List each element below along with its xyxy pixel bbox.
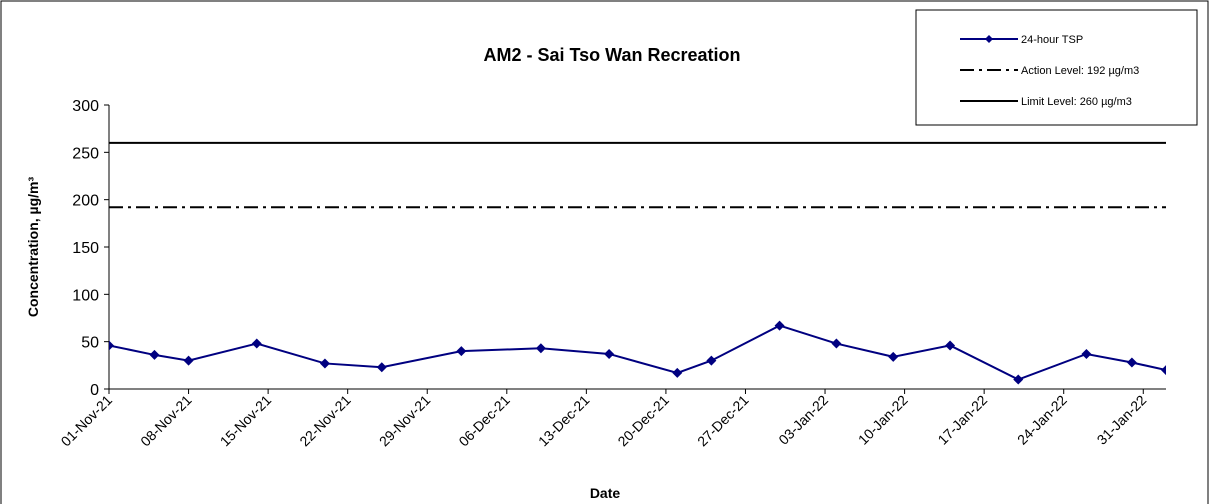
data-point: [1013, 374, 1024, 385]
x-tick-label: 06-Dec-21: [455, 392, 513, 450]
x-tick-label: 27-Dec-21: [694, 392, 752, 450]
data-point: [774, 320, 785, 331]
data-point: [1161, 365, 1166, 376]
y-tick-label: 200: [72, 193, 99, 210]
y-tick-label: 300: [72, 98, 99, 115]
series-line: [109, 324, 1166, 381]
legend-marker: [985, 35, 993, 43]
y-axis-label: Concentration, µg/m³: [25, 177, 41, 318]
y-tick-label: 0: [90, 382, 99, 399]
data-point: [376, 362, 387, 373]
x-tick-label: 22-Nov-21: [296, 392, 354, 450]
data-point: [672, 367, 683, 378]
x-tick-label: 24-Jan-22: [1014, 392, 1070, 448]
data-point: [319, 358, 330, 369]
data-point: [888, 351, 899, 362]
data-point: [149, 349, 160, 360]
x-tick-label: 15-Nov-21: [217, 392, 275, 450]
data-point: [831, 338, 842, 349]
y-tick-label: 250: [72, 145, 99, 162]
x-tick-label: 29-Nov-21: [376, 392, 434, 450]
x-tick-label: 31-Jan-22: [1093, 392, 1149, 448]
x-tick-label: 03-Jan-22: [775, 392, 831, 448]
x-tick-label: 20-Dec-21: [614, 392, 672, 450]
x-tick-label: 17-Jan-22: [934, 392, 990, 448]
y-tick-label: 100: [72, 287, 99, 304]
x-axis-label: Date: [590, 485, 621, 501]
legend-label: Action Level: 192 µg/m3: [1021, 65, 1139, 77]
x-tick-label: 10-Jan-22: [855, 392, 911, 448]
x-tick-label: 01-Nov-21: [58, 392, 116, 450]
data-point: [1126, 357, 1137, 368]
data-point: [535, 343, 546, 354]
x-tick-label: 13-Dec-21: [535, 392, 593, 450]
data-point: [945, 340, 956, 351]
chart-title: AM2 - Sai Tso Wan Recreation: [483, 45, 740, 65]
data-point: [109, 340, 114, 351]
y-tick-label: 150: [72, 240, 99, 257]
data-point: [251, 338, 262, 349]
data-point: [604, 348, 615, 359]
data-point: [1081, 348, 1092, 359]
data-point: [456, 346, 467, 357]
data-point: [706, 355, 717, 366]
y-tick-label: 50: [81, 335, 99, 352]
data-point: [183, 355, 194, 366]
x-tick-label: 08-Nov-21: [137, 392, 195, 450]
legend-label: Limit Level: 260 µg/m3: [1021, 96, 1132, 108]
legend-box: [915, 9, 1198, 126]
legend-label: 24-hour TSP: [1021, 34, 1083, 46]
